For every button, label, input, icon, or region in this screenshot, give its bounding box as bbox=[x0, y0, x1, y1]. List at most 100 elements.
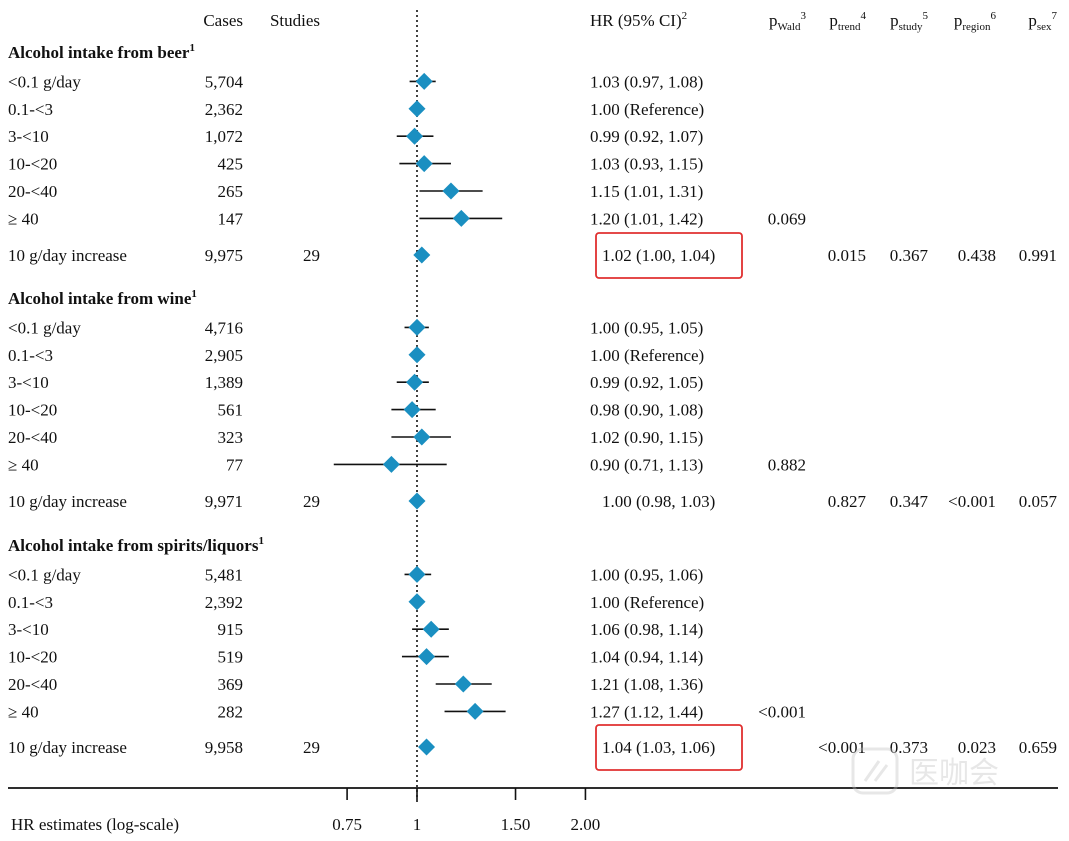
group-1-increase-ci-text: 1.02 (1.00, 1.04) bbox=[602, 246, 715, 265]
group-3-row-6-label: ≥ 40 bbox=[8, 702, 39, 721]
group-1-row-2-hr-marker bbox=[408, 100, 426, 118]
group-1-increase-studies: 29 bbox=[303, 246, 320, 265]
group-2-row-3-cases: 1,389 bbox=[205, 373, 243, 392]
group-1-row-6-cases: 147 bbox=[218, 209, 244, 228]
group-3-row-2-ci-text: 1.00 (Reference) bbox=[590, 593, 704, 612]
group-1-row-1-ci-text: 1.03 (0.97, 1.08) bbox=[590, 72, 703, 91]
group-2-row-5-hr-marker bbox=[413, 428, 431, 446]
group-2-row-2-cases: 2,905 bbox=[205, 346, 243, 365]
header-p-study: pstudy5 bbox=[890, 10, 928, 33]
group-2-row-3-ci-text: 0.99 (0.92, 1.05) bbox=[590, 373, 703, 392]
group-1-row-5-label: 20-<40 bbox=[8, 182, 57, 201]
group-3-increase-p-trend: <0.001 bbox=[818, 738, 866, 757]
group-1-row-5-hr-marker bbox=[442, 182, 460, 200]
group-1-title: Alcohol intake from beer1 bbox=[8, 42, 195, 62]
group-2-row-6-p-wald: 0.882 bbox=[768, 455, 806, 474]
group-3-row-3-label: 3-<10 bbox=[8, 620, 49, 639]
group-3-row-4-cases: 519 bbox=[218, 648, 244, 667]
group-3-increase-cases: 9,958 bbox=[205, 738, 243, 757]
group-3-row-1-hr-marker bbox=[408, 565, 426, 583]
group-3-row-4-label: 10-<20 bbox=[8, 648, 57, 667]
group-1-increase-p-sex: 0.991 bbox=[1019, 246, 1057, 265]
group-3-row-4-ci-text: 1.04 (0.94, 1.14) bbox=[590, 648, 703, 667]
group-1-row-5-ci-text: 1.15 (1.01, 1.31) bbox=[590, 182, 703, 201]
group-3-increase-highlight-box bbox=[595, 724, 743, 771]
group-1-row-4-hr-marker bbox=[415, 155, 433, 173]
group-2-row-5-cases: 323 bbox=[218, 428, 244, 447]
group-1-row-2-ci-text: 1.00 (Reference) bbox=[590, 100, 704, 119]
group-2-row-3-hr-marker bbox=[406, 373, 424, 391]
group-3-row-5-hr-marker bbox=[454, 675, 472, 693]
group-2-increase-hr-marker bbox=[408, 492, 426, 510]
group-1-row-6-label: ≥ 40 bbox=[8, 209, 39, 228]
group-3-increase-ci-text: 1.04 (1.03, 1.06) bbox=[602, 738, 715, 757]
group-3-row-1-label: <0.1 g/day bbox=[8, 565, 81, 584]
group-1-row-2-label: 0.1-<3 bbox=[8, 100, 53, 119]
group-1-increase-hr-marker bbox=[413, 246, 431, 264]
group-3-row-2-label: 0.1-<3 bbox=[8, 593, 53, 612]
group-3-row-6-cases: 282 bbox=[218, 702, 244, 721]
group-1-row-4-cases: 425 bbox=[218, 155, 244, 174]
group-3-increase-studies: 29 bbox=[303, 738, 320, 757]
group-3-row-5-ci-text: 1.21 (1.08, 1.36) bbox=[590, 675, 703, 694]
group-3-row-1-cases: 5,481 bbox=[205, 565, 243, 584]
group-3-row-3-ci-text: 1.06 (0.98, 1.14) bbox=[590, 620, 703, 639]
group-3-increase-p-sex: 0.659 bbox=[1019, 738, 1057, 757]
group-2-row-1-hr-marker bbox=[408, 318, 426, 336]
header-hr-ci: HR (95% CI)2 bbox=[590, 10, 687, 30]
group-3-row-3-hr-marker bbox=[422, 620, 440, 638]
x-tick-label-4: 2.00 bbox=[571, 815, 601, 834]
group-2-row-6-ci-text: 0.90 (0.71, 1.13) bbox=[590, 455, 703, 474]
group-2-increase-p-trend: 0.827 bbox=[828, 492, 867, 511]
x-tick-label-2: 1 bbox=[413, 815, 422, 834]
group-2-row-4-cases: 561 bbox=[218, 401, 244, 420]
group-2-row-3-label: 3-<10 bbox=[8, 373, 49, 392]
group-3-row-6-ci-text: 1.27 (1.12, 1.44) bbox=[590, 702, 703, 721]
group-2-row-5-label: 20-<40 bbox=[8, 428, 57, 447]
group-2-row-2-ci-text: 1.00 (Reference) bbox=[590, 346, 704, 365]
group-3-increase-label: 10 g/day increase bbox=[8, 738, 127, 757]
group-3-row-1-ci-text: 1.00 (0.95, 1.06) bbox=[590, 565, 703, 584]
group-2-increase-p-region: <0.001 bbox=[948, 492, 996, 511]
group-2-row-4-label: 10-<20 bbox=[8, 401, 57, 420]
group-1-row-2-cases: 2,362 bbox=[205, 100, 243, 119]
group-2-row-4-hr-marker bbox=[403, 401, 421, 419]
header-p-trend: ptrend4 bbox=[829, 10, 866, 33]
group-2-increase-cases: 9,971 bbox=[205, 492, 243, 511]
group-2-row-2-hr-marker bbox=[408, 346, 426, 364]
group-1-row-4-label: 10-<20 bbox=[8, 155, 57, 174]
group-3-title: Alcohol intake from spirits/liquors1 bbox=[8, 535, 264, 555]
group-3-row-5-label: 20-<40 bbox=[8, 675, 57, 694]
group-3-row-2-cases: 2,392 bbox=[205, 593, 243, 612]
group-2-row-1-ci-text: 1.00 (0.95, 1.05) bbox=[590, 318, 703, 337]
header-studies: Studies bbox=[270, 11, 320, 30]
group-2-increase-p-study: 0.347 bbox=[890, 492, 929, 511]
group-2-row-2-label: 0.1-<3 bbox=[8, 346, 53, 365]
group-3-increase-hr-marker bbox=[418, 738, 436, 756]
group-1-row-4-ci-text: 1.03 (0.93, 1.15) bbox=[590, 155, 703, 174]
group-2-row-6-label: ≥ 40 bbox=[8, 455, 39, 474]
group-1-increase-p-study: 0.367 bbox=[890, 246, 929, 265]
header-p-region: pregion6 bbox=[954, 10, 997, 33]
group-1-row-6-hr-marker bbox=[452, 209, 470, 227]
group-1-row-1-cases: 5,704 bbox=[205, 72, 244, 91]
group-1-increase-label: 10 g/day increase bbox=[8, 246, 127, 265]
x-tick-label-1: 0.75 bbox=[332, 815, 362, 834]
group-1-increase-p-trend: 0.015 bbox=[828, 246, 866, 265]
group-1-increase-cases: 9,975 bbox=[205, 246, 243, 265]
group-3-row-6-hr-marker bbox=[466, 702, 484, 720]
group-2-title: Alcohol intake from wine1 bbox=[8, 288, 197, 308]
group-3-row-6-p-wald: <0.001 bbox=[758, 702, 806, 721]
group-1-row-5-cases: 265 bbox=[218, 182, 244, 201]
group-3-row-2-hr-marker bbox=[408, 593, 426, 611]
group-2-row-1-cases: 4,716 bbox=[205, 318, 243, 337]
group-1-row-3-ci-text: 0.99 (0.92, 1.07) bbox=[590, 127, 703, 146]
group-1-row-6-ci-text: 1.20 (1.01, 1.42) bbox=[590, 209, 703, 228]
group-2-increase-label: 10 g/day increase bbox=[8, 492, 127, 511]
group-1-row-3-hr-marker bbox=[406, 127, 424, 145]
x-tick-label-3: 1.50 bbox=[501, 815, 531, 834]
header-cases: Cases bbox=[203, 11, 243, 30]
group-3-row-3-cases: 915 bbox=[218, 620, 244, 639]
header-p-wald: pWald3 bbox=[769, 10, 806, 33]
group-1-row-1-hr-marker bbox=[415, 72, 433, 90]
